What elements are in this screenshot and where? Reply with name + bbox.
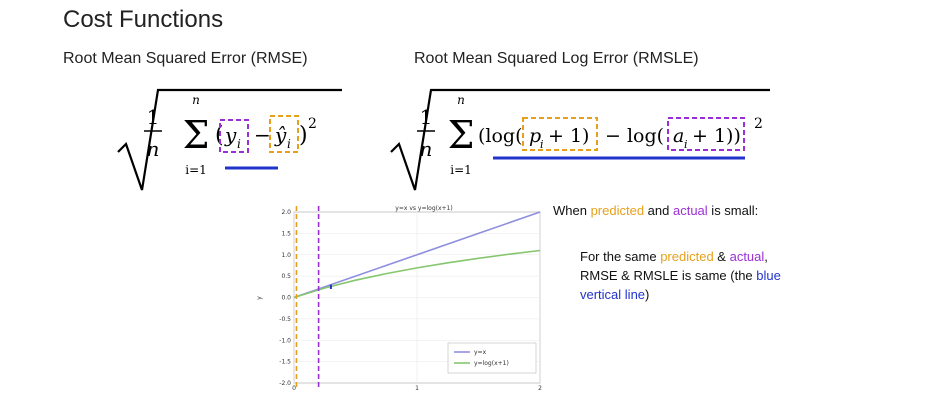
block-actual: actual: [729, 249, 765, 264]
rmse-sum-bottom: i=1: [185, 163, 207, 177]
block-text-c: , RMSE & RMSLE is same (the: [580, 249, 768, 283]
y-tick-label: 1.0: [281, 252, 291, 259]
block-text-a: For the same: [580, 249, 661, 264]
rmsle-pred-box: [522, 117, 598, 151]
block-text-b: &: [713, 249, 730, 264]
rmsle-sigma: Σ: [448, 113, 475, 157]
note-text-c: is small:: [707, 203, 759, 218]
y-tick-label: 0.5: [281, 273, 291, 280]
rmsle-pred-plus: + 1): [548, 125, 589, 147]
rmsle-heading: Root Mean Squared Log Error (RMSLE): [414, 50, 699, 67]
y-tick-label: -2.0: [279, 380, 291, 387]
rmsle-sum-bottom: i=1: [450, 163, 472, 177]
rmse-pred-sub: i: [287, 137, 291, 151]
rmsle-actual-sub: i: [684, 138, 688, 151]
legend-box: [447, 342, 537, 374]
y-tick-label: 1.5: [281, 230, 291, 237]
rmsle-formula: 1 n n Σ i=1 (log( p i + 1) − log( a i + …: [390, 88, 770, 191]
rmse-actual-sub: i: [237, 137, 241, 151]
chart-title: y=x vs y=log(x+1): [395, 205, 452, 212]
rmse-sigma: Σ: [183, 113, 210, 157]
note-text-a: When: [553, 203, 591, 218]
y-tick-label: -1.5: [279, 359, 291, 366]
series-line-2: [293, 249, 541, 299]
rmsle-frac-num: 1: [420, 105, 433, 129]
chart-y-axis-label: y: [256, 296, 263, 300]
series-line-1: [293, 211, 541, 299]
rmsle-actual-plus: + 1)): [692, 125, 741, 147]
y-tick-label: 2.0: [281, 209, 291, 216]
tick-labels: 2.0 1.5 1.0 0.5 0.0 -0.5 -1.0 -1.5 -2.00 1 2: [279, 209, 542, 392]
note-predicted: predicted: [590, 203, 645, 218]
block-predicted: predicted: [660, 249, 714, 264]
rmsle-log-open: (log(: [478, 125, 523, 147]
rmsle-sum-top: n: [457, 93, 465, 107]
x-tick-label: 1: [415, 385, 419, 392]
grid: [293, 211, 541, 384]
rmse-pred-term: ŷ: [274, 123, 287, 147]
rmse-minus: −: [254, 123, 271, 147]
y-tick-label: 0.0: [281, 295, 291, 302]
slide-title: Cost Functions: [63, 6, 224, 33]
chart-annotations: [295, 206, 332, 387]
rmse-actual-box: [219, 119, 249, 153]
note-actual: actual: [672, 203, 708, 218]
line-chart: y=x vs y=log(x+1) y 2.0 1.5 1.0 0.5 0.0 -0.5 -…: [256, 205, 542, 392]
x-tick-label: 2: [538, 385, 542, 392]
rmsle-actual-box: [667, 117, 745, 151]
rmsle-radical: [390, 88, 770, 191]
legend-label-1: y=x: [474, 349, 487, 356]
note-text-b: and: [644, 203, 673, 218]
rmsle-frac-den: n: [420, 137, 433, 161]
rmse-frac-den: n: [147, 137, 160, 161]
legend: y=x y=log(x+1): [447, 342, 537, 374]
rmse-sum-top: n: [192, 93, 200, 107]
block-text-d: ): [645, 287, 650, 302]
rmsle-pred-term: p: [529, 125, 541, 147]
rmse-actual-term: y: [224, 123, 237, 147]
rmsle-actual-term: a: [673, 125, 684, 147]
rmse-close-paren: ): [299, 123, 308, 148]
rmse-frac-num: 1: [147, 105, 160, 129]
series: [293, 211, 541, 299]
rmse-power: 2: [308, 116, 317, 132]
y-tick-label: -0.5: [279, 316, 291, 323]
rmsle-power: 2: [754, 116, 763, 132]
x-tick-label: 0: [292, 385, 296, 392]
rmse-formula: 1 n n Σ i=1 ( y i − ŷ i ) 2: [117, 88, 342, 191]
rmse-radical: [117, 88, 342, 191]
rmse-heading: Root Mean Squared Error (RMSE): [63, 50, 308, 67]
legend-label-2: y=log(x+1): [474, 360, 509, 367]
same-error-note: For the same predicted & actual, RMSE & …: [580, 247, 800, 304]
small-values-note: When predicted and actual is small:: [553, 203, 758, 218]
y-tick-label: -1.0: [279, 337, 291, 344]
block-blue-line: blue vertical line: [580, 268, 781, 302]
rmsle-pred-sub: i: [540, 138, 544, 151]
rmsle-minus-log: − log(: [605, 125, 664, 147]
